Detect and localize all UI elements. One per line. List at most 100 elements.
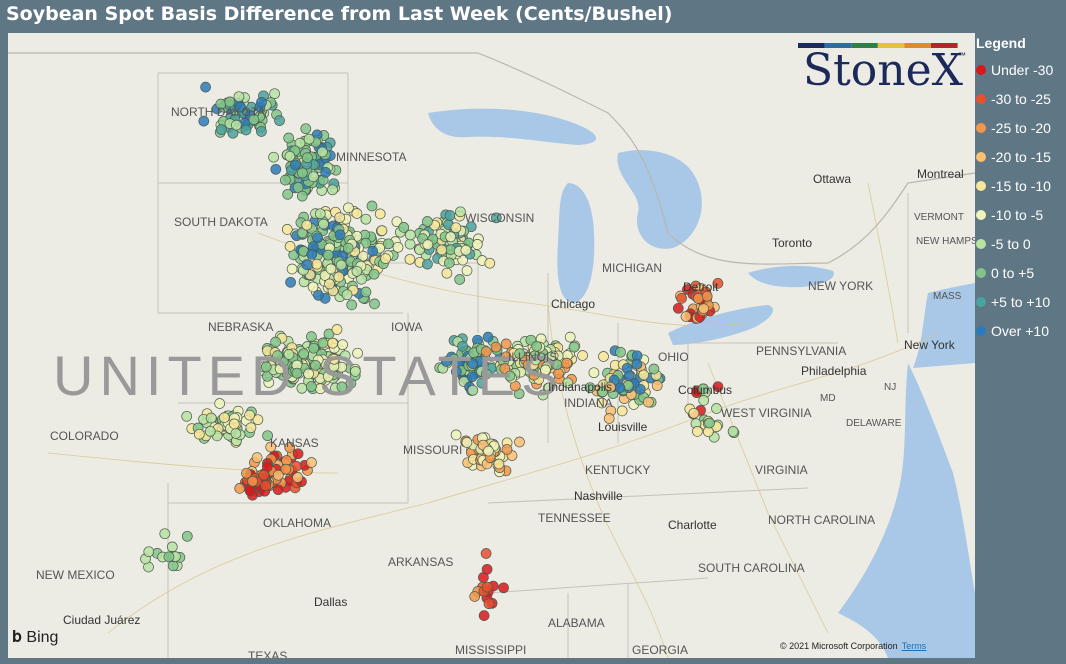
location-dot <box>252 414 264 426</box>
location-dot <box>369 298 380 310</box>
location-dot <box>251 452 263 463</box>
location-dot <box>514 436 525 448</box>
map-canvas[interactable]: UNITED STATES NORTH DAKOTA MINNESOTA SOU… <box>8 33 975 658</box>
state-label: OHIO <box>658 350 689 364</box>
legend-label: -25 to -20 <box>991 119 1051 136</box>
location-dot <box>352 347 363 359</box>
state-label: NEW HAMPSH <box>916 236 975 247</box>
location-dot <box>314 208 326 220</box>
location-dot <box>342 242 354 254</box>
bing-logo[interactable]: 𝐛 Bing <box>12 629 58 647</box>
location-dot <box>543 382 555 394</box>
location-dot <box>323 328 335 340</box>
location-dot <box>200 81 211 93</box>
location-dot <box>483 445 494 457</box>
location-dot <box>469 591 481 602</box>
state-label: IOWA <box>391 320 423 334</box>
location-dot <box>292 448 304 460</box>
location-dot <box>240 124 252 136</box>
location-dot <box>528 369 540 381</box>
location-dot <box>224 96 236 108</box>
city-label: Toronto <box>772 236 813 250</box>
location-dot <box>322 249 334 261</box>
location-dot <box>307 281 319 293</box>
location-dot <box>596 397 608 409</box>
legend-item[interactable]: 0 to +5 <box>976 258 1066 287</box>
legend-label: 0 to +5 <box>991 264 1035 281</box>
location-dot <box>422 239 434 250</box>
location-dot <box>404 253 416 265</box>
location-dot <box>280 463 292 475</box>
logo-bar-segment <box>824 43 852 48</box>
location-dot <box>324 278 335 290</box>
state-label: VIRGINIA <box>755 463 808 477</box>
location-dot <box>322 371 334 382</box>
location-dot <box>584 382 596 394</box>
location-dot <box>260 361 272 373</box>
location-dot <box>351 265 363 277</box>
legend-item[interactable]: -5 to 0 <box>976 229 1066 258</box>
location-dot <box>308 342 320 354</box>
location-dot <box>478 610 490 621</box>
legend-swatch <box>976 180 986 191</box>
location-dot <box>313 289 324 301</box>
location-dot <box>272 350 283 361</box>
legend-title: Legend <box>976 35 1026 51</box>
location-dot <box>260 480 271 491</box>
location-dot <box>317 146 328 158</box>
state-label: OKLAHOMA <box>263 516 332 530</box>
legend-item[interactable]: -25 to -20 <box>976 113 1066 142</box>
location-dot <box>339 350 351 362</box>
location-dot <box>285 276 296 288</box>
state-label: MICHIGAN <box>602 261 662 275</box>
location-dot <box>216 124 227 135</box>
state-label: TENNESSEE <box>538 511 611 525</box>
legend-item[interactable]: -15 to -10 <box>976 171 1066 200</box>
trademark-symbol: ™ <box>958 51 966 60</box>
city-label: Dallas <box>314 595 348 609</box>
state-label: ILLINOIS <box>508 350 558 364</box>
location-dot <box>467 358 479 370</box>
legend-item[interactable]: Under -30 <box>976 55 1066 84</box>
lake-superior <box>428 108 597 145</box>
legend: Legend Under -30 -30 to -25 -25 to -20 -20 … <box>976 35 1066 345</box>
location-dot <box>356 273 367 285</box>
location-dot <box>234 483 246 494</box>
legend-item[interactable]: +5 to +10 <box>976 287 1066 316</box>
city-label: Charlotte <box>668 518 717 532</box>
location-dot <box>284 442 296 453</box>
terms-link[interactable]: Terms <box>901 641 927 651</box>
location-dot <box>247 475 258 487</box>
location-dot <box>294 137 306 149</box>
location-dot <box>631 358 643 370</box>
state-label: NEW MEXICO <box>36 568 115 582</box>
location-dot <box>698 303 709 314</box>
location-dot <box>230 428 242 439</box>
location-dot <box>682 284 693 295</box>
city-label: Philadelphia <box>801 364 867 378</box>
location-dot <box>651 380 663 391</box>
location-dot <box>712 278 724 289</box>
location-dot <box>193 428 205 440</box>
location-dot <box>360 286 372 298</box>
location-dot <box>422 216 433 227</box>
legend-item[interactable]: -30 to -25 <box>976 84 1066 113</box>
location-dot <box>283 349 295 360</box>
legend-item[interactable]: Over +10 <box>976 316 1066 345</box>
location-dot <box>540 364 551 376</box>
legend-item[interactable]: -20 to -15 <box>976 142 1066 171</box>
state-label: COLORADO <box>50 429 119 443</box>
location-dot <box>461 265 473 276</box>
location-dot <box>467 384 479 396</box>
location-dot <box>233 91 245 103</box>
location-dot <box>268 151 279 163</box>
data-points[interactable] <box>140 81 740 621</box>
legend-item[interactable]: -10 to -5 <box>976 200 1066 229</box>
state-label: KENTUCKY <box>585 463 651 477</box>
location-dot <box>405 229 416 241</box>
stonex-logo: StoneX ™ <box>798 43 968 123</box>
location-dot <box>300 123 312 135</box>
location-dot <box>391 216 403 228</box>
location-dot <box>480 368 492 380</box>
location-dot <box>454 274 466 285</box>
